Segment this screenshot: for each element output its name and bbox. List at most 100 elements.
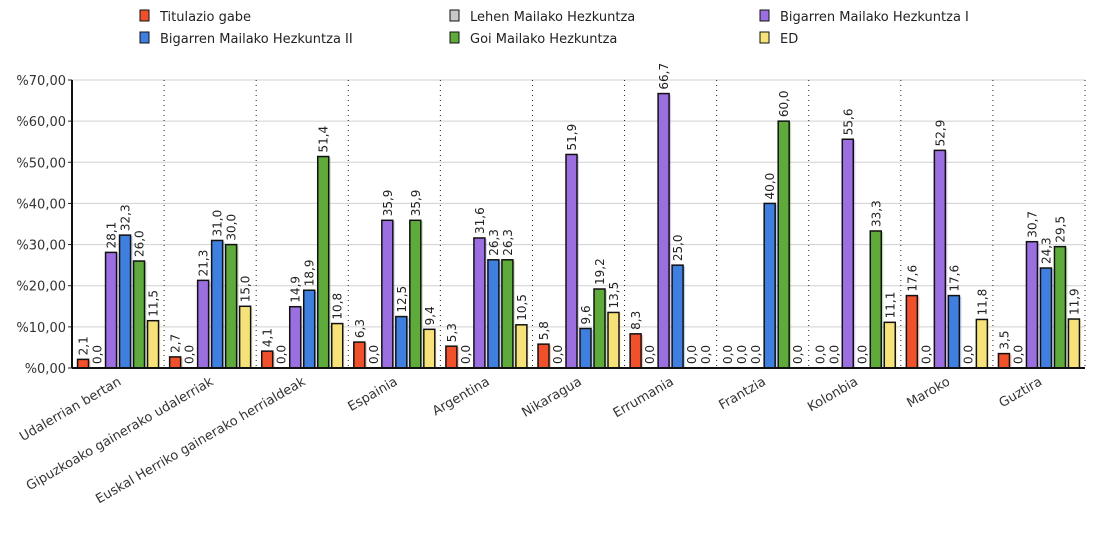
legend-item[interactable]: Goi Mailako Hezkuntza bbox=[449, 31, 617, 47]
bar[interactable] bbox=[515, 324, 528, 369]
data-label: 52,9 bbox=[933, 120, 947, 147]
legend-label: ED bbox=[780, 32, 798, 47]
data-label: 55,6 bbox=[841, 109, 855, 136]
bar[interactable] bbox=[132, 260, 146, 369]
bar[interactable] bbox=[395, 315, 408, 369]
data-label: 0,0 bbox=[735, 345, 749, 364]
bar[interactable] bbox=[288, 305, 302, 369]
bar[interactable] bbox=[409, 219, 422, 369]
bar[interactable] bbox=[579, 327, 592, 369]
bar[interactable] bbox=[423, 328, 436, 369]
y-tick-label: %60,00 bbox=[16, 115, 66, 130]
legend-item[interactable]: ED bbox=[759, 31, 798, 47]
bar[interactable] bbox=[330, 322, 344, 369]
legend-item[interactable]: Bigarren Mailako Hezkuntza I bbox=[759, 9, 969, 25]
legend-swatch bbox=[759, 9, 770, 22]
bar[interactable] bbox=[777, 120, 790, 369]
y-tick-label: %10,00 bbox=[16, 321, 66, 336]
bar[interactable] bbox=[487, 259, 500, 369]
bar[interactable] bbox=[1053, 245, 1067, 369]
data-label: 12,5 bbox=[395, 286, 409, 313]
bar[interactable] bbox=[381, 219, 394, 369]
bar[interactable] bbox=[146, 319, 160, 369]
category-separators bbox=[163, 80, 1086, 368]
bar[interactable] bbox=[841, 138, 855, 369]
bar[interactable] bbox=[316, 155, 330, 369]
data-label: 31,6 bbox=[473, 207, 487, 234]
bar[interactable] bbox=[565, 153, 578, 369]
bar[interactable] bbox=[869, 230, 883, 369]
bar[interactable] bbox=[104, 251, 118, 369]
data-label: 0,0 bbox=[1011, 345, 1025, 364]
legend-item[interactable]: Lehen Mailako Hezkuntza bbox=[449, 9, 635, 25]
x-tick-label: Gipuzkoako gainerako udalerriak bbox=[24, 374, 217, 494]
x-tick-label: Espainia bbox=[345, 374, 400, 414]
bar[interactable] bbox=[473, 237, 486, 369]
bar[interactable] bbox=[537, 343, 550, 369]
data-label: 51,9 bbox=[565, 124, 579, 151]
bar[interactable] bbox=[933, 149, 947, 369]
bar[interactable] bbox=[260, 350, 274, 369]
bar[interactable] bbox=[501, 259, 514, 369]
data-label: 17,6 bbox=[905, 265, 919, 292]
data-label: 6,3 bbox=[353, 319, 367, 338]
data-label: 0,0 bbox=[183, 345, 197, 364]
y-tick-label: %50,00 bbox=[16, 156, 66, 171]
legend[interactable]: Titulazio gabe Lehen Mailako Hezkuntza Big… bbox=[139, 9, 969, 47]
bar[interactable] bbox=[593, 288, 606, 369]
data-label: 17,6 bbox=[947, 265, 961, 292]
legend-label: Goi Mailako Hezkuntza bbox=[470, 32, 617, 47]
data-label: 2,1 bbox=[77, 336, 91, 355]
data-label: 5,3 bbox=[445, 323, 459, 342]
data-label: 19,2 bbox=[593, 258, 607, 285]
bar[interactable] bbox=[445, 345, 458, 369]
bar[interactable] bbox=[629, 333, 642, 369]
data-label: 0,0 bbox=[749, 345, 763, 364]
bar[interactable] bbox=[76, 358, 90, 369]
data-label: 30,7 bbox=[1025, 211, 1039, 238]
data-label: 0,0 bbox=[685, 345, 699, 364]
bar[interactable] bbox=[947, 294, 961, 369]
bar[interactable] bbox=[168, 356, 182, 369]
y-tick-label: %0,00 bbox=[25, 362, 66, 377]
y-tick-labels: %0,00 %10,00 %20,00 %30,00 %40,00 %50,00 %60,0… bbox=[16, 74, 66, 377]
data-label: 14,9 bbox=[289, 276, 303, 303]
bar[interactable] bbox=[238, 305, 252, 369]
data-label: 11,8 bbox=[975, 289, 989, 316]
data-label: 18,9 bbox=[303, 260, 317, 287]
legend-swatch bbox=[139, 9, 150, 22]
bar[interactable] bbox=[224, 243, 238, 369]
data-label: 8,3 bbox=[629, 311, 643, 330]
data-label: 32,3 bbox=[119, 204, 133, 231]
bar[interactable] bbox=[353, 341, 366, 369]
bar[interactable] bbox=[196, 279, 210, 369]
data-label: 2,7 bbox=[169, 334, 183, 353]
bar[interactable] bbox=[883, 321, 897, 369]
bar[interactable] bbox=[997, 352, 1011, 369]
data-label: 28,1 bbox=[105, 222, 119, 249]
bar[interactable] bbox=[975, 318, 989, 369]
bar[interactable] bbox=[1067, 318, 1081, 369]
bar[interactable] bbox=[763, 202, 776, 369]
bar[interactable] bbox=[1039, 267, 1053, 369]
bar[interactable] bbox=[1025, 240, 1039, 369]
data-label: 0,0 bbox=[643, 345, 657, 364]
bar[interactable] bbox=[302, 289, 316, 369]
data-label: 29,5 bbox=[1053, 216, 1067, 243]
x-tick-label: Kolonbia bbox=[805, 374, 861, 415]
data-label: 13,5 bbox=[607, 282, 621, 309]
bar[interactable] bbox=[657, 92, 670, 369]
data-label: 26,3 bbox=[501, 229, 515, 256]
bar[interactable] bbox=[607, 311, 620, 369]
y-tick-label: %30,00 bbox=[16, 239, 66, 254]
bar[interactable] bbox=[118, 234, 132, 369]
data-labels: 2,1 0,028,132,326,011,52,70,021,331,0 30,0… bbox=[77, 63, 1082, 364]
data-label: 0,0 bbox=[791, 345, 805, 364]
bar[interactable] bbox=[210, 239, 224, 369]
axes bbox=[68, 79, 1085, 369]
data-label: 11,9 bbox=[1067, 288, 1081, 315]
bar[interactable] bbox=[905, 294, 919, 369]
legend-item[interactable]: Titulazio gabe bbox=[139, 9, 251, 25]
legend-item[interactable]: Bigarren Mailako Hezkuntza II bbox=[139, 31, 353, 47]
bar[interactable] bbox=[671, 264, 684, 369]
